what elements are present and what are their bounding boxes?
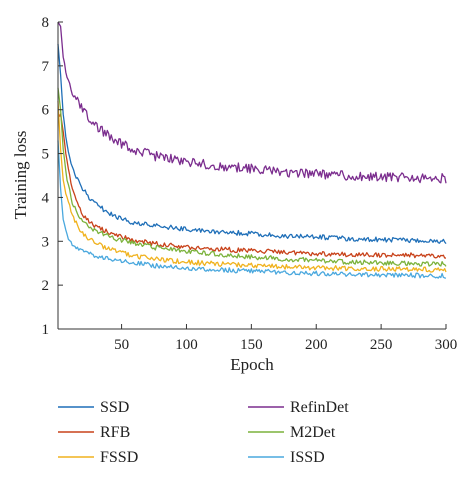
y-tick-label: 1 — [42, 322, 50, 338]
series-line-issd — [57, 140, 447, 279]
y-tick-label: 2 — [42, 278, 50, 294]
x-axis-title: Epoch — [230, 355, 274, 374]
legend-label-issd: ISSD — [290, 449, 325, 466]
legend-label-m2det: M2Det — [290, 424, 336, 441]
x-tick-label: 100 — [175, 337, 198, 353]
series-line-m2det — [57, 87, 447, 267]
x-tick-label: 300 — [435, 337, 458, 353]
legend-label-ssd: SSD — [100, 399, 129, 416]
y-tick-label: 4 — [42, 190, 50, 206]
y-tick-label: 3 — [42, 234, 50, 250]
x-ticks: 50 100 150 200 250 300 — [114, 324, 457, 353]
legend-label-refindet: RefinDet — [290, 399, 349, 416]
y-axis-title: Training loss — [11, 131, 30, 220]
y-tick-label: 7 — [42, 59, 50, 75]
series-line-ssd — [57, 43, 447, 245]
legend-label-rfb: RFB — [100, 424, 130, 441]
y-tick-label: 5 — [42, 147, 50, 163]
series-line-rfb — [57, 113, 447, 259]
x-tick-label: 50 — [114, 337, 129, 353]
series-line-refindet — [57, 21, 447, 184]
legend: SSD RefinDet RFB M2Det FSSD ISSD — [58, 399, 349, 466]
x-tick-label: 200 — [305, 337, 328, 353]
legend-label-fssd: FSSD — [100, 449, 138, 466]
plot-lines — [57, 21, 447, 279]
y-ticks: 1 2 3 4 5 6 7 8 — [42, 15, 63, 338]
y-tick-label: 8 — [42, 15, 50, 31]
x-tick-label: 150 — [240, 337, 263, 353]
series-line-fssd — [57, 100, 447, 273]
y-tick-label: 6 — [42, 103, 50, 119]
x-tick-label: 250 — [370, 337, 393, 353]
